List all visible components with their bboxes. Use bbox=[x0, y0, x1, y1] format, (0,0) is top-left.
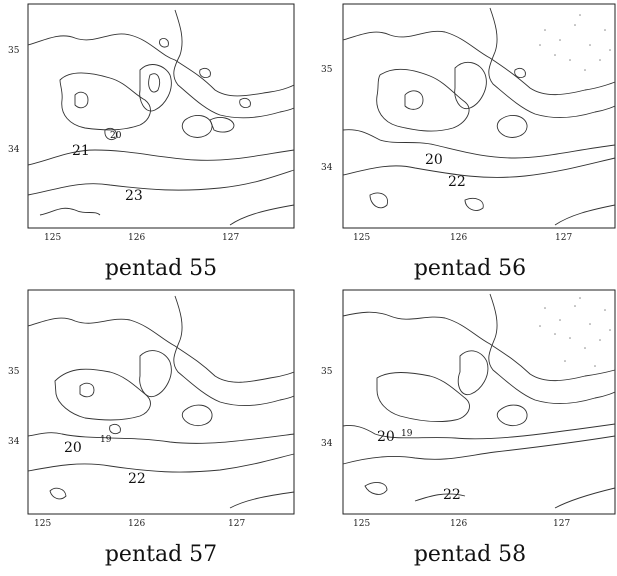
x-tick-125: 125 bbox=[353, 519, 370, 529]
map-panel-pentad-58: 35 34 125 126 127 20 22 19 bbox=[315, 286, 617, 536]
map-panel-pentad-57: 35 34 125 126 127 20 22 19 bbox=[0, 286, 300, 536]
contour-map-pentad-57: 35 34 125 126 127 20 22 19 bbox=[8, 289, 295, 529]
x-tick-126: 126 bbox=[450, 519, 467, 529]
contour-label-20: 20 bbox=[64, 440, 82, 456]
x-tick-127: 127 bbox=[222, 233, 239, 243]
contour-label-19: 19 bbox=[100, 435, 112, 445]
map-frame bbox=[342, 3, 616, 229]
x-tick-126: 126 bbox=[450, 233, 467, 243]
x-tick-125: 125 bbox=[34, 519, 51, 529]
y-tick-34: 34 bbox=[8, 437, 20, 447]
caption-pentad-55: pentad 55 bbox=[104, 256, 218, 281]
contour-label-20: 20 bbox=[425, 152, 443, 168]
y-tick-34: 34 bbox=[321, 439, 333, 449]
x-tick-127: 127 bbox=[228, 519, 245, 529]
contour-map-pentad-58: 35 34 125 126 127 20 22 19 bbox=[321, 289, 616, 529]
contour-label-20: 20 bbox=[377, 429, 395, 445]
y-tick-35: 35 bbox=[321, 65, 333, 75]
contour-label-23: 23 bbox=[125, 188, 143, 204]
x-tick-127: 127 bbox=[555, 233, 572, 243]
contour-label-22: 22 bbox=[128, 471, 146, 487]
x-tick-125: 125 bbox=[44, 233, 61, 243]
x-tick-126: 126 bbox=[128, 519, 145, 529]
y-tick-34: 34 bbox=[8, 145, 20, 155]
contour-label-22: 22 bbox=[448, 174, 466, 190]
caption-pentad-57: pentad 57 bbox=[104, 542, 218, 567]
x-tick-126: 126 bbox=[128, 233, 145, 243]
map-frame bbox=[27, 289, 295, 515]
y-tick-35: 35 bbox=[321, 367, 333, 377]
map-panel-pentad-55: 35 34 125 126 127 21 23 20 bbox=[0, 0, 300, 250]
x-tick-127: 127 bbox=[553, 519, 570, 529]
contour-label-22: 22 bbox=[443, 487, 461, 503]
contour-label-21: 21 bbox=[72, 143, 90, 159]
contour-map-pentad-56: 35 34 125 126 127 20 22 bbox=[321, 3, 616, 243]
y-tick-34: 34 bbox=[321, 163, 333, 173]
map-frame bbox=[27, 3, 295, 229]
caption-pentad-58: pentad 58 bbox=[413, 542, 527, 567]
caption-pentad-56: pentad 56 bbox=[413, 256, 527, 281]
contour-label-19: 19 bbox=[401, 429, 413, 439]
y-tick-35: 35 bbox=[8, 367, 20, 377]
contour-map-pentad-55: 35 34 125 126 127 21 23 20 bbox=[8, 3, 295, 243]
map-panel-pentad-56: 35 34 125 126 127 20 22 bbox=[315, 0, 617, 250]
map-frame bbox=[342, 289, 616, 515]
x-tick-125: 125 bbox=[353, 233, 370, 243]
contour-label-20: 20 bbox=[110, 131, 122, 141]
y-tick-35: 35 bbox=[8, 46, 20, 56]
